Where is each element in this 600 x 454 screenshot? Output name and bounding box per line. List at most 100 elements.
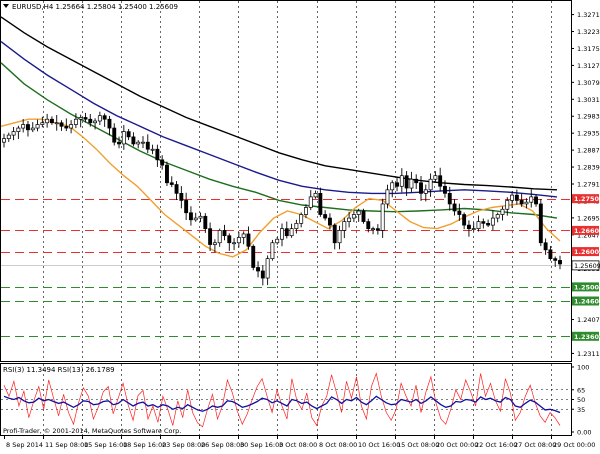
rsi-pane[interactable]: 100 65 50 35 0.00 8 Sep 2014 11 Sep 08:00 15 S…	[0, 363, 600, 450]
candle-body	[102, 115, 107, 120]
candle-body	[356, 210, 361, 215]
candle-body	[514, 194, 519, 201]
candle-body	[538, 203, 543, 244]
candle-body	[558, 260, 562, 265]
candle-body	[505, 200, 510, 210]
candle-body	[88, 118, 93, 124]
candle-body	[193, 217, 198, 221]
candle-body	[304, 207, 308, 215]
price-chart-pane[interactable]: 1.32715 1.32235 1.31755 1.31275 1.30795 1.303…	[0, 0, 600, 362]
candle-body	[93, 120, 98, 124]
time-tick-label: 27 Oct 08:00	[514, 441, 556, 449]
candle-body	[107, 118, 112, 129]
price-tick-label: 1.32715	[577, 11, 600, 19]
candle-body	[155, 148, 160, 161]
candle-body	[16, 127, 21, 132]
candle-body	[222, 230, 227, 237]
candle-body	[26, 124, 30, 131]
candle-body	[69, 124, 74, 129]
candle-body	[510, 194, 515, 201]
time-tick-label: 22 Oct 16:00	[475, 441, 517, 449]
time-tick-label: 29 Oct 00:00	[553, 441, 595, 449]
candle-body	[399, 175, 404, 187]
rsi-tick-label: 50	[577, 396, 585, 404]
candle-body	[6, 134, 11, 139]
candle-body	[289, 228, 294, 237]
candle-body	[160, 159, 165, 166]
support-price-tag-label: 1.24600	[574, 298, 600, 306]
price-tick-label: 1.28875	[577, 147, 600, 155]
candle-body	[2, 138, 6, 143]
copyright-text: Profi-Trader, © 2001-2014, MetaQuotes So…	[3, 427, 181, 435]
dropdown-triangle-icon[interactable]	[3, 4, 9, 8]
candle-body	[11, 131, 16, 136]
candle-body	[404, 175, 409, 189]
rsi-lines-layer	[3, 372, 561, 428]
candle-body	[457, 210, 462, 215]
time-tick-label: 18 Sep 16:00	[123, 441, 166, 449]
candle-body	[414, 178, 419, 184]
candle-body	[390, 182, 395, 191]
resistance-price-tag-label: 1.27500	[574, 195, 600, 203]
candle-body	[141, 141, 145, 144]
candle-body	[519, 200, 524, 205]
price-tick-label: 1.29355	[577, 130, 600, 138]
candle-body	[174, 184, 179, 194]
candle-body	[117, 141, 121, 145]
candle-body	[462, 214, 467, 226]
resistance-price-tag	[572, 247, 599, 257]
candle-body	[59, 122, 64, 127]
resistance-price-tag	[572, 194, 599, 204]
rsi-tick-label: 100	[577, 364, 589, 372]
candle-body	[438, 175, 443, 187]
price-tick-label: 1.32235	[577, 28, 600, 36]
candle-body	[318, 193, 323, 215]
candle-body	[342, 221, 347, 231]
time-tick-label: 20 Oct 00:00	[436, 441, 478, 449]
candle-body	[323, 214, 328, 219]
candle-body	[380, 203, 385, 231]
price-tick-label: 1.30795	[577, 79, 600, 87]
candle-body	[54, 122, 59, 125]
candle-body	[256, 267, 260, 272]
candle-body	[452, 203, 457, 212]
candle-body	[471, 228, 476, 230]
candle-body	[251, 245, 256, 268]
candle-body	[361, 210, 366, 222]
candle-body	[232, 242, 237, 245]
candle-body	[112, 127, 117, 143]
resistance-price-tag	[572, 225, 599, 235]
candle-body	[241, 233, 246, 238]
price-tick-label: 1.23115	[577, 350, 600, 358]
candle-body	[64, 125, 69, 129]
price-tick-label: 1.29835	[577, 113, 600, 121]
candle-body	[543, 242, 548, 251]
price-tick-label: 1.30315	[577, 96, 600, 104]
candle-body	[121, 131, 126, 145]
price-axis: 1.32715 1.32235 1.31755 1.31275 1.30795 1.303…	[571, 11, 600, 358]
candle-body	[419, 182, 423, 194]
candle-body	[466, 224, 471, 229]
candle-body	[529, 196, 534, 203]
candle-body	[203, 215, 208, 229]
time-tick-label: 15 Oct 08:00	[397, 441, 439, 449]
candle-body	[534, 196, 538, 205]
symbol-header: EURUSD,H4 1.25664 1.25804 1.25400 1.2560…	[3, 3, 178, 11]
candle-body	[553, 258, 558, 261]
candle-body	[447, 193, 452, 205]
candle-body	[294, 223, 299, 229]
candle-body	[385, 189, 390, 205]
symbol-title: EURUSD,H4 1.25664 1.25804 1.25400 1.2560…	[12, 3, 178, 11]
candle-body	[433, 175, 438, 180]
candle-body	[299, 214, 304, 224]
price-chart-svg[interactable]: 1.32715 1.32235 1.31755 1.31275 1.30795 1.303…	[0, 0, 600, 362]
current-price-tag	[571, 260, 600, 271]
time-tick-label: 8 Oct 08:00	[319, 441, 357, 449]
time-tick-label: 3 Oct 08:00	[279, 441, 317, 449]
price-tick-label: 1.26955	[577, 214, 600, 222]
candle-body	[236, 237, 241, 244]
resistance-price-tag-label: 1.26000	[574, 248, 600, 256]
candle-body	[347, 217, 352, 222]
